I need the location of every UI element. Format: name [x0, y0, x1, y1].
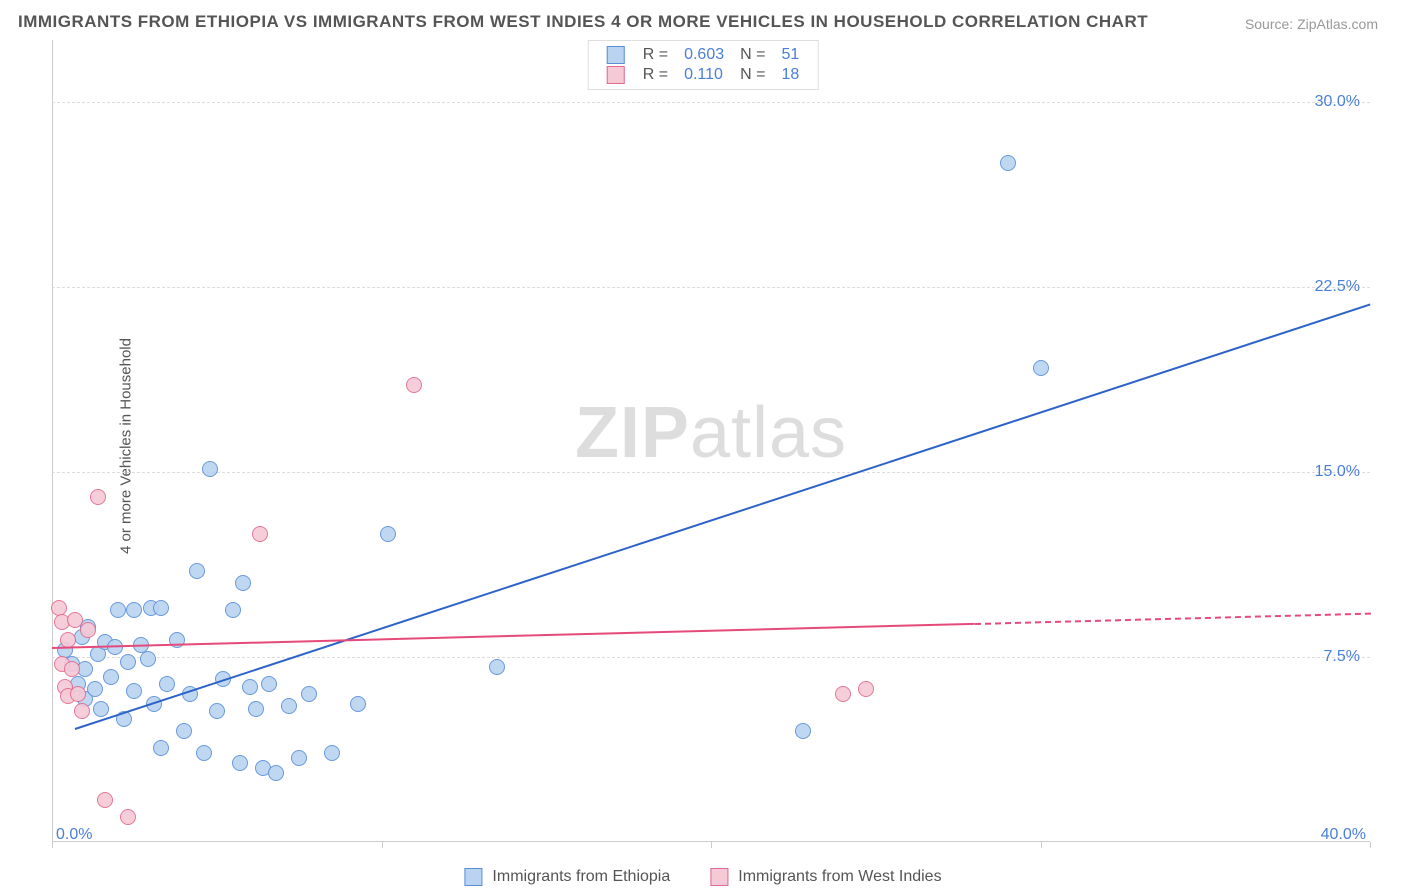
x-tick — [52, 842, 53, 848]
data-point — [176, 723, 192, 739]
swatch-series-1 — [710, 868, 728, 886]
trend-line — [975, 612, 1370, 624]
data-point — [252, 526, 268, 542]
gridline-y — [52, 472, 1370, 473]
data-point — [795, 723, 811, 739]
data-point — [159, 676, 175, 692]
data-point — [120, 654, 136, 670]
stat-R-0: 0.603 — [676, 45, 732, 65]
data-point — [301, 686, 317, 702]
data-point — [189, 563, 205, 579]
data-point — [1033, 360, 1049, 376]
y-tick-label: 15.0% — [1315, 463, 1360, 481]
x-tick — [1041, 842, 1042, 848]
data-point — [350, 696, 366, 712]
data-point — [225, 602, 241, 618]
x-tick-label: 0.0% — [56, 826, 92, 844]
data-point — [291, 750, 307, 766]
data-point — [489, 659, 505, 675]
data-point — [268, 765, 284, 781]
watermark: ZIPatlas — [575, 392, 847, 474]
x-tick — [1370, 842, 1371, 848]
data-point — [90, 489, 106, 505]
stat-N-0: 51 — [773, 45, 807, 65]
legend-series: Immigrants from Ethiopia Immigrants from… — [464, 868, 941, 886]
legend-item-0: Immigrants from Ethiopia — [464, 868, 670, 886]
gridline-y — [52, 657, 1370, 658]
data-point — [93, 701, 109, 717]
data-point — [281, 698, 297, 714]
data-point — [64, 661, 80, 677]
plot-area: ZIPatlas 7.5% 15.0% 22.5% 30.0% 0.0% 40.0% — [52, 40, 1370, 842]
data-point — [202, 461, 218, 477]
data-point — [110, 602, 126, 618]
y-tick-label: 22.5% — [1315, 278, 1360, 296]
x-tick-label: 40.0% — [1321, 826, 1366, 844]
data-point — [120, 809, 136, 825]
data-point — [248, 701, 264, 717]
swatch-series-0 — [607, 46, 625, 64]
stat-N-1: 18 — [773, 65, 807, 85]
data-point — [1000, 155, 1016, 171]
data-point — [126, 683, 142, 699]
chart-title: IMMIGRANTS FROM ETHIOPIA VS IMMIGRANTS F… — [18, 12, 1148, 32]
gridline-y — [52, 102, 1370, 103]
data-point — [60, 632, 76, 648]
y-tick-label: 7.5% — [1324, 648, 1360, 666]
data-point — [196, 745, 212, 761]
data-point — [126, 602, 142, 618]
data-point — [153, 740, 169, 756]
data-point — [324, 745, 340, 761]
stat-R-1: 0.110 — [676, 65, 732, 85]
legend-item-1: Immigrants from West Indies — [710, 868, 941, 886]
legend-stats-row: R = 0.110 N = 18 — [599, 65, 808, 85]
trend-line — [75, 304, 1371, 730]
data-point — [242, 679, 258, 695]
data-point — [51, 600, 67, 616]
data-point — [406, 377, 422, 393]
data-point — [261, 676, 277, 692]
data-point — [235, 575, 251, 591]
legend-stats-row: R = 0.603 N = 51 — [599, 45, 808, 65]
data-point — [74, 703, 90, 719]
data-point — [140, 651, 156, 667]
data-point — [209, 703, 225, 719]
data-point — [232, 755, 248, 771]
data-point — [80, 622, 96, 638]
swatch-series-0 — [464, 868, 482, 886]
legend-stats: R = 0.603 N = 51 R = 0.110 N = 18 — [588, 40, 819, 90]
data-point — [70, 686, 86, 702]
source-label: Source: ZipAtlas.com — [1245, 16, 1378, 32]
data-point — [103, 669, 119, 685]
x-tick — [382, 842, 383, 848]
data-point — [380, 526, 396, 542]
data-point — [858, 681, 874, 697]
data-point — [153, 600, 169, 616]
x-tick — [711, 842, 712, 848]
swatch-series-1 — [607, 66, 625, 84]
data-point — [87, 681, 103, 697]
y-tick-label: 30.0% — [1315, 93, 1360, 111]
data-point — [97, 792, 113, 808]
trend-line — [52, 623, 975, 649]
gridline-y — [52, 287, 1370, 288]
data-point — [835, 686, 851, 702]
y-axis — [52, 40, 53, 842]
